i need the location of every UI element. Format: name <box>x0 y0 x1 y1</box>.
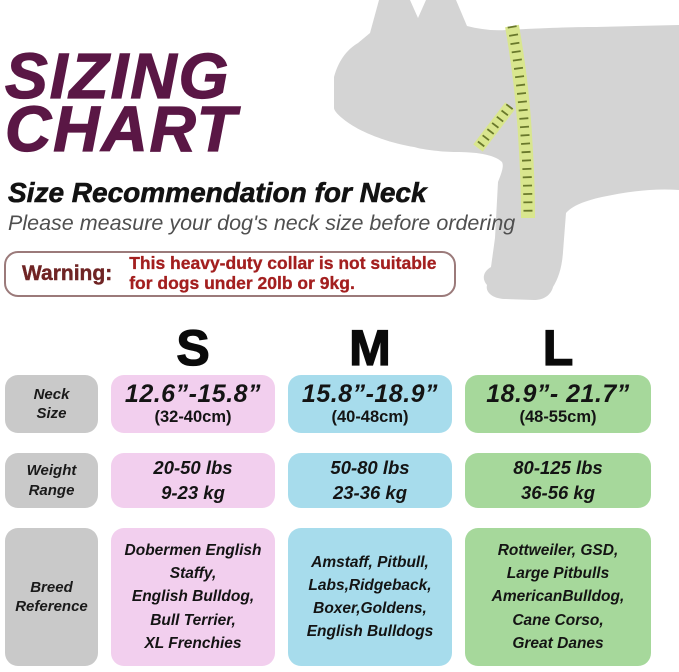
measure-note: Please measure your dog's neck size befo… <box>8 211 516 235</box>
warning-message: This heavy-duty collar is not suitable f… <box>129 253 437 293</box>
size-table-header: S M L <box>5 320 665 376</box>
neck-inches-l: 18.9”- 21.7” <box>486 379 630 408</box>
weight-cell-l: 80-125 lbs 36-56 kg <box>465 453 651 508</box>
neck-inches-m: 15.8”-18.9” <box>301 379 439 408</box>
weight-kg-m: 23-36 kg <box>332 481 408 503</box>
size-table: S M L Neck Size 12.6”-15.8” (32-40cm) 15… <box>5 320 665 666</box>
weight-cell-m: 50-80 lbs 23-36 kg <box>288 453 452 508</box>
warning-box: Warning: This heavy-duty collar is not s… <box>4 251 456 297</box>
column-header-l: L <box>542 320 574 376</box>
neck-cm-m: (40-48cm) <box>331 408 409 427</box>
title-line-1: SIZING <box>4 40 231 112</box>
dog-body-shape <box>334 0 679 300</box>
subtitle: Size Recommendation for Neck <box>8 177 427 209</box>
dog-silhouette-illustration <box>334 0 679 300</box>
neck-size-cell-l: 18.9”- 21.7” (48-55cm) <box>465 375 651 433</box>
row-label-breed-reference: Breed Reference <box>5 528 98 666</box>
title-line-2: CHART <box>4 93 238 165</box>
neck-size-cell-s: 12.6”-15.8” (32-40cm) <box>111 375 275 433</box>
weight-lbs-m: 50-80 lbs <box>330 456 410 478</box>
weight-kg-s: 9-23 kg <box>161 481 225 503</box>
neck-cm-l: (48-55cm) <box>519 408 597 427</box>
weight-lbs-s: 20-50 lbs <box>153 456 233 478</box>
breed-cell-l: Rottweiler, GSD, Large Pitbulls American… <box>465 528 651 666</box>
warning-label: Warning: <box>22 262 113 285</box>
neck-inches-s: 12.6”-15.8” <box>124 379 262 408</box>
neck-cm-s: (32-40cm) <box>154 408 232 427</box>
weight-lbs-l: 80-125 lbs <box>513 456 603 478</box>
breed-cell-s: Dobermen English Staffy, English Bulldog… <box>111 528 275 666</box>
size-table-body: Neck Size 12.6”-15.8” (32-40cm) 15.8”-18… <box>5 375 665 666</box>
neck-size-cell-m: 15.8”-18.9” (40-48cm) <box>288 375 452 433</box>
measuring-tape-main-ticks <box>507 25 533 219</box>
column-header-s: S <box>176 320 211 376</box>
weight-cell-s: 20-50 lbs 9-23 kg <box>111 453 275 508</box>
row-label-neck-size: Neck Size <box>5 375 98 433</box>
row-label-weight-range: Weight Range <box>5 453 98 508</box>
weight-kg-l: 36-56 kg <box>520 481 596 503</box>
breed-cell-m: Amstaff, Pitbull, Labs,Ridgeback, Boxer,… <box>288 528 452 666</box>
measuring-tape-branch-ticks <box>474 103 514 151</box>
column-header-m: M <box>349 320 392 376</box>
page-title: SIZING CHART <box>4 43 238 161</box>
